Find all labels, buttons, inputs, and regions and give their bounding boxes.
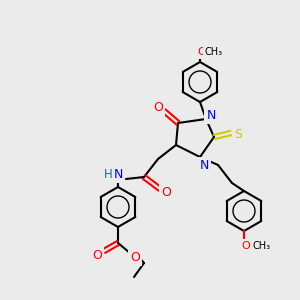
Text: H: H <box>103 168 112 181</box>
Text: N: N <box>199 159 209 172</box>
Text: N: N <box>206 109 216 122</box>
Text: O: O <box>153 101 163 114</box>
Text: O: O <box>92 249 102 262</box>
Text: O: O <box>242 241 250 251</box>
Text: O: O <box>161 186 171 199</box>
Text: O: O <box>130 251 140 264</box>
Text: O: O <box>198 47 206 57</box>
Text: CH₃: CH₃ <box>253 241 271 251</box>
Text: S: S <box>234 128 242 141</box>
Text: N: N <box>113 168 123 181</box>
Text: CH₃: CH₃ <box>205 47 223 57</box>
